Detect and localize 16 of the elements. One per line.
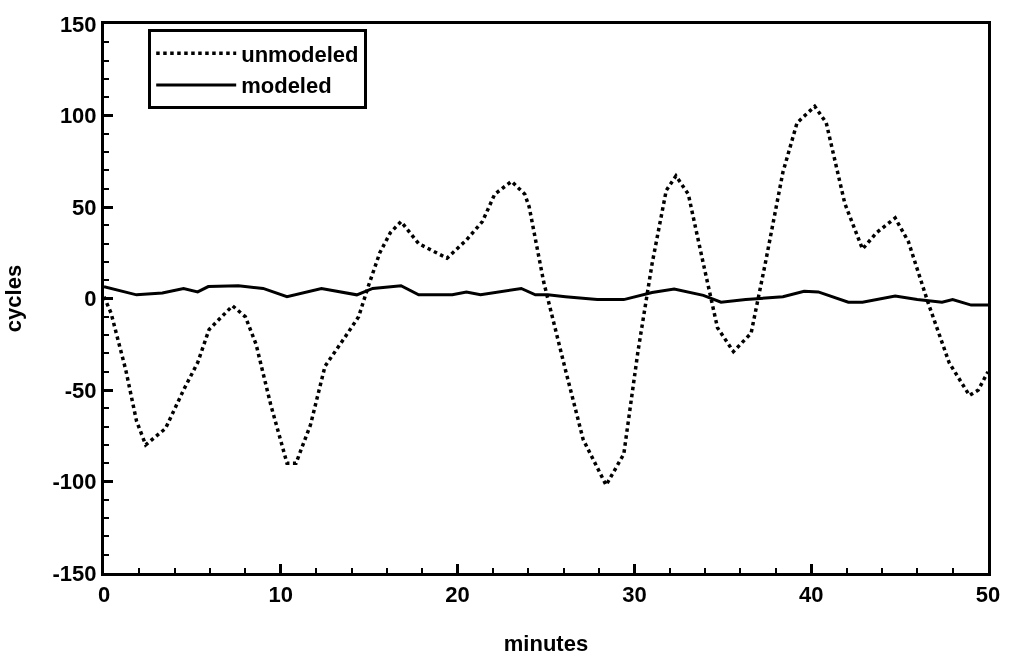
y-axis-title: cycles [1, 264, 27, 333]
x-tick-label: 10 [268, 582, 294, 608]
x-tick-label: 20 [445, 582, 470, 608]
y-tick-label: -50 [64, 377, 97, 403]
x-tick-label: 30 [622, 582, 647, 608]
y-tick-label: -100 [52, 469, 97, 495]
x-tick-label: 40 [798, 582, 824, 608]
y-tick-label: -150 [52, 560, 97, 586]
x-axis-title: minutes [503, 631, 589, 657]
y-tick-label: 0 [84, 286, 97, 312]
x-tick-label: 50 [975, 582, 1001, 608]
y-tick-label: 100 [59, 103, 97, 129]
legend-label: modeled [241, 73, 332, 99]
y-tick-label: 50 [72, 194, 97, 220]
y-tick-label: 150 [59, 11, 97, 37]
legend-label: unmodeled [241, 41, 359, 67]
